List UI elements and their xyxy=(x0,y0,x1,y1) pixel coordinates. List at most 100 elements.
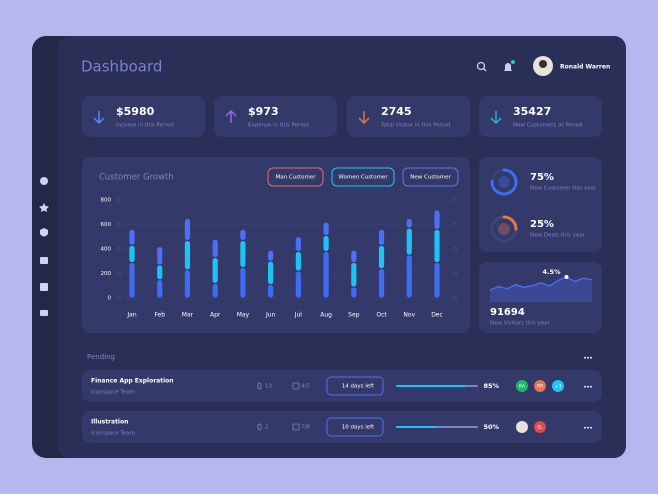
member-avatar xyxy=(552,380,564,392)
stat-label: Income in this Period xyxy=(116,123,174,129)
bar-segment xyxy=(239,228,247,241)
member-initials: RR xyxy=(537,384,543,390)
grid-dot xyxy=(117,296,121,300)
nav-shop[interactable] xyxy=(40,257,48,264)
grid-dot xyxy=(453,247,457,251)
x-tick-label: Aug xyxy=(320,312,332,319)
task-due: 10 days left xyxy=(342,425,375,431)
stat-card xyxy=(214,96,337,137)
legend-button[interactable] xyxy=(402,167,459,187)
task-name: Finance App Exploration xyxy=(91,378,174,385)
bar-segment xyxy=(405,217,413,229)
goal-value: 25% xyxy=(530,219,554,230)
y-tick-label: 400 xyxy=(101,247,112,253)
nav-security[interactable] xyxy=(40,228,48,237)
due-button[interactable] xyxy=(326,417,384,437)
visitors-peak-label: 4.5% xyxy=(542,268,561,276)
visitors-total: 91694 xyxy=(490,307,525,318)
legend-label: Man Customer xyxy=(275,175,316,181)
bar-segment xyxy=(239,266,247,299)
row-more[interactable]: … xyxy=(584,381,593,391)
x-tick-label: Nov xyxy=(403,312,415,319)
grid-dot xyxy=(117,222,121,227)
task-attachments: 13 xyxy=(265,384,272,390)
user-avatar-head xyxy=(539,60,547,68)
task-due: 14 days left xyxy=(342,384,375,390)
task-team: Iconspace Team xyxy=(91,390,135,396)
more-button[interactable]: … xyxy=(584,352,593,362)
bar-segment xyxy=(211,282,219,299)
x-tick-label: Oct xyxy=(376,312,387,319)
x-tick-label: Jan xyxy=(126,312,136,319)
nav-favorites[interactable] xyxy=(39,203,49,212)
bar-segment xyxy=(322,251,330,299)
grid-dot xyxy=(117,198,121,202)
bell-icon xyxy=(504,63,512,71)
stat-card xyxy=(347,96,470,137)
bar-segment xyxy=(294,251,302,272)
visitors-peak xyxy=(564,275,569,280)
bar-segment xyxy=(267,284,275,299)
member-avatar xyxy=(534,380,546,392)
legend-button[interactable] xyxy=(267,167,324,187)
stat-card xyxy=(82,96,205,137)
bar-segment xyxy=(211,257,219,284)
bar-segment xyxy=(350,249,358,263)
member-photo xyxy=(516,421,528,433)
goal-label: New Customer this year xyxy=(530,186,597,192)
donut-arc xyxy=(490,215,518,243)
task-checks: 7/8 xyxy=(301,425,310,431)
bar-segment xyxy=(433,228,441,263)
chart-card xyxy=(82,157,470,333)
task-row xyxy=(82,370,602,402)
bar-segment xyxy=(405,227,413,256)
task-progress: 50% xyxy=(483,423,499,431)
page-title: Dashboard xyxy=(81,58,162,76)
bar-segment xyxy=(322,221,330,236)
stat-arrow-head xyxy=(358,117,370,124)
attach-icon xyxy=(257,382,262,390)
goals-card xyxy=(479,157,602,252)
stat-value: $973 xyxy=(248,105,279,118)
goal-label: New Deals this year xyxy=(530,233,586,239)
nav-dashboard[interactable] xyxy=(40,177,48,185)
bell-dot xyxy=(511,60,515,64)
member-initials: EL xyxy=(537,425,543,431)
grid-dot xyxy=(117,247,121,251)
stat-value: 2745 xyxy=(381,105,412,118)
task-attachments: 2 xyxy=(265,425,269,431)
nav-work[interactable] xyxy=(40,310,48,316)
notifications[interactable] xyxy=(504,60,515,71)
grid-dot xyxy=(453,296,457,300)
stat-arrow-head xyxy=(225,110,237,117)
member-initials: +3 xyxy=(555,384,562,390)
search-button[interactable] xyxy=(476,61,487,72)
due-button[interactable] xyxy=(326,376,384,396)
x-tick-label: May xyxy=(237,312,250,319)
bar-segment xyxy=(128,228,136,246)
user-name[interactable]: Ronald Warren xyxy=(560,64,610,71)
member-avatar xyxy=(534,421,546,433)
bar-segment xyxy=(184,240,191,271)
y-tick-label: 200 xyxy=(101,271,112,277)
y-tick-label: 800 xyxy=(101,198,112,204)
row-more[interactable]: … xyxy=(584,422,593,432)
chart-title: Customer Growth xyxy=(99,173,174,183)
bar-segment xyxy=(433,209,441,230)
progress-bar xyxy=(396,426,437,428)
bar-segment xyxy=(211,238,219,258)
progress-bar xyxy=(396,385,466,387)
pending-title: Pending xyxy=(87,353,115,361)
bar-segment xyxy=(350,262,358,288)
bar-segment xyxy=(267,260,275,285)
grid-dot xyxy=(117,271,121,276)
nav-grid[interactable] xyxy=(40,283,48,291)
legend-button[interactable] xyxy=(331,167,395,187)
donut-icon xyxy=(498,176,510,188)
stat-label: Expense in this Period xyxy=(248,123,309,129)
x-tick-label: Dec xyxy=(431,312,443,319)
stat-arrow-head xyxy=(93,117,105,124)
bar-segment xyxy=(184,269,191,299)
x-tick-label: Jul xyxy=(294,312,303,319)
visitors-area xyxy=(490,277,592,302)
